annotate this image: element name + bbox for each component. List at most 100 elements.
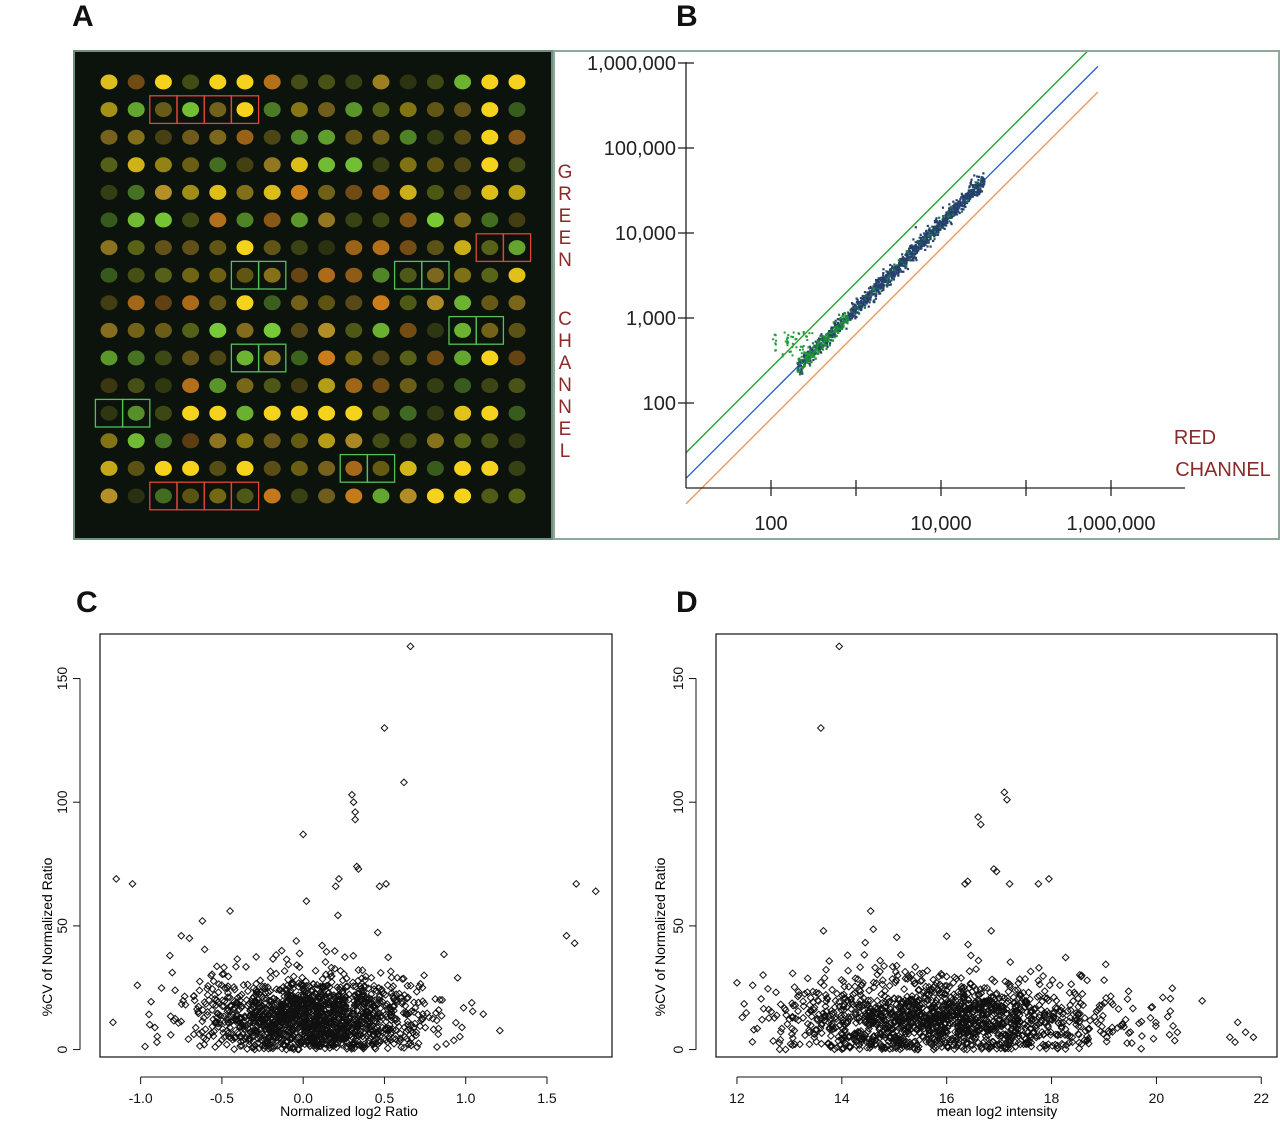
data-point bbox=[244, 1029, 253, 1038]
data-point bbox=[208, 985, 217, 994]
scatter-point bbox=[926, 245, 929, 248]
data-point bbox=[249, 992, 258, 1001]
scatter-point bbox=[948, 215, 951, 218]
data-point bbox=[1055, 981, 1064, 990]
data-point bbox=[1067, 980, 1076, 989]
data-point bbox=[861, 1012, 870, 1021]
scatter-point bbox=[854, 306, 857, 309]
scatter-point bbox=[916, 246, 919, 249]
scatter-point bbox=[950, 210, 954, 213]
scatter-point bbox=[874, 294, 877, 297]
data-point bbox=[386, 1025, 395, 1034]
data-point bbox=[190, 996, 199, 1005]
scatter-point bbox=[772, 338, 775, 341]
array-spot bbox=[372, 378, 390, 394]
data-point bbox=[954, 1027, 963, 1036]
data-point bbox=[349, 798, 358, 807]
scatter-point bbox=[867, 305, 870, 308]
scatter-point bbox=[881, 277, 884, 280]
data-point bbox=[942, 972, 951, 981]
data-point bbox=[933, 994, 942, 1003]
data-point bbox=[392, 996, 401, 1005]
data-point bbox=[876, 1030, 885, 1039]
data-point bbox=[980, 999, 989, 1008]
scatter-point bbox=[884, 275, 887, 278]
data-point bbox=[1022, 996, 1031, 1005]
scatter-point bbox=[867, 299, 870, 302]
scatter-point bbox=[942, 217, 945, 220]
data-point bbox=[1114, 1004, 1123, 1014]
scatter-point bbox=[791, 354, 794, 357]
scatter-point bbox=[821, 343, 824, 346]
array-spot bbox=[182, 488, 200, 504]
scatter-point bbox=[813, 345, 816, 348]
data-point bbox=[957, 984, 966, 993]
array-spot bbox=[508, 129, 526, 145]
data-point bbox=[108, 1018, 118, 1027]
data-point bbox=[415, 982, 424, 991]
data-point bbox=[296, 1040, 305, 1049]
data-point bbox=[315, 1042, 324, 1051]
data-point bbox=[832, 1015, 841, 1024]
data-point bbox=[403, 994, 412, 1003]
scatter-point bbox=[839, 327, 842, 330]
scatter-point bbox=[860, 308, 863, 312]
data-point bbox=[289, 1009, 298, 1018]
data-point bbox=[317, 1034, 326, 1044]
scatter-point bbox=[935, 217, 938, 220]
data-point bbox=[932, 978, 941, 987]
data-point bbox=[1017, 991, 1026, 1000]
data-point bbox=[861, 1000, 870, 1009]
data-point bbox=[189, 1030, 198, 1039]
data-point bbox=[341, 1002, 350, 1011]
array-spot bbox=[345, 488, 363, 504]
scatter-point bbox=[814, 347, 818, 350]
array-spot bbox=[481, 322, 499, 338]
data-point bbox=[980, 1010, 989, 1019]
data-point bbox=[934, 1034, 943, 1043]
scatter-point bbox=[908, 249, 911, 253]
data-point bbox=[966, 951, 975, 960]
data-point bbox=[937, 982, 946, 991]
data-point bbox=[403, 1020, 412, 1029]
array-spot bbox=[290, 350, 308, 366]
scatter-point bbox=[924, 248, 927, 252]
data-point bbox=[310, 1002, 319, 1011]
data-point bbox=[377, 985, 386, 994]
data-point bbox=[331, 1018, 340, 1027]
data-point bbox=[226, 1029, 235, 1038]
data-point bbox=[945, 1018, 954, 1027]
scatter-point bbox=[924, 233, 927, 236]
array-spot bbox=[481, 295, 499, 311]
data-point bbox=[360, 997, 369, 1006]
scatter-point bbox=[855, 297, 858, 300]
data-point bbox=[885, 981, 894, 990]
data-point bbox=[926, 1017, 935, 1026]
data-point bbox=[1074, 1009, 1083, 1018]
array-spot bbox=[100, 350, 118, 366]
data-point bbox=[468, 1007, 477, 1016]
data-point bbox=[271, 1032, 280, 1041]
data-point bbox=[1071, 990, 1080, 999]
array-spot bbox=[372, 488, 390, 504]
scatter-point bbox=[830, 336, 834, 339]
scatter-point bbox=[970, 195, 973, 198]
data-point bbox=[1036, 1005, 1046, 1014]
data-point bbox=[195, 1042, 204, 1051]
scatter-point bbox=[904, 264, 908, 267]
data-point bbox=[748, 981, 757, 990]
data-point bbox=[252, 979, 261, 988]
data-point bbox=[880, 961, 889, 971]
data-point bbox=[844, 982, 853, 991]
scatter-point bbox=[933, 230, 937, 233]
scatter-point bbox=[850, 308, 853, 311]
data-point bbox=[284, 960, 293, 969]
data-point bbox=[382, 879, 391, 888]
data-point bbox=[835, 997, 844, 1006]
scatter-point bbox=[966, 197, 969, 200]
data-point bbox=[840, 982, 849, 991]
data-point bbox=[824, 1018, 833, 1027]
data-point bbox=[1038, 997, 1047, 1006]
data-point bbox=[286, 1034, 295, 1043]
data-point bbox=[954, 1040, 963, 1049]
